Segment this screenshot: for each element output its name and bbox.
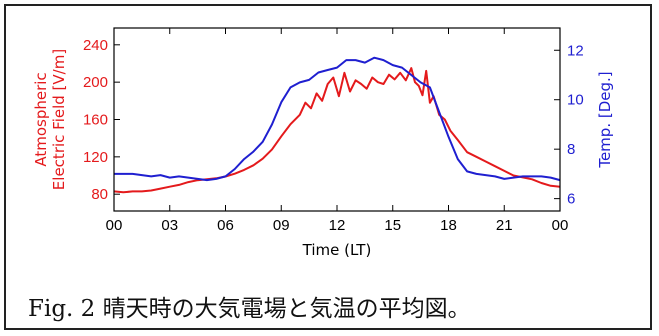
x-tick-label: 00 [106,217,123,234]
figure-frame: 00 03 06 09 12 15 18 21 00 80 120 160 200 240 6 8 10 12 Ti… [4,4,652,330]
x-tick-label: 00 [552,217,569,234]
y-left-tick-label: 200 [83,74,108,91]
y-left-axis-title-line: Atmospheric [32,72,50,166]
x-tick-label: 18 [440,217,457,234]
temperature-series-line [114,56,561,182]
y-left-tick-label: 120 [83,149,108,166]
x-tick-label: 06 [217,217,234,234]
x-tick-label: 15 [384,217,401,234]
x-tick-label: 03 [161,217,178,234]
y-right-axis-title: Temp. [Deg.] [596,71,614,168]
y-right-tick-label: 8 [567,141,575,158]
electric-field-series-line [113,67,561,194]
y-left-tick-label: 80 [91,186,108,203]
y-right-tick-label: 10 [567,92,584,109]
y-left-axis-title-line: Electric Field [V/m] [50,49,68,190]
y-right-tick-label: 6 [567,191,575,208]
x-tick-label: 12 [329,217,346,234]
y-left-tick-label: 160 [83,112,108,129]
x-tick-label: 09 [273,217,290,234]
figure-caption: Fig. 2 晴天時の大気電場と気温の平均図。 [28,296,471,322]
y-left-tick-label: 240 [83,37,108,54]
dual-axis-line-chart: 00 03 06 09 12 15 18 21 00 80 120 160 200 240 6 8 10 12 Ti… [32,27,614,259]
y-right-tick-label: 12 [567,42,584,59]
x-tick-label: 21 [496,217,513,234]
x-axis-title: Time (LT) [302,241,372,259]
